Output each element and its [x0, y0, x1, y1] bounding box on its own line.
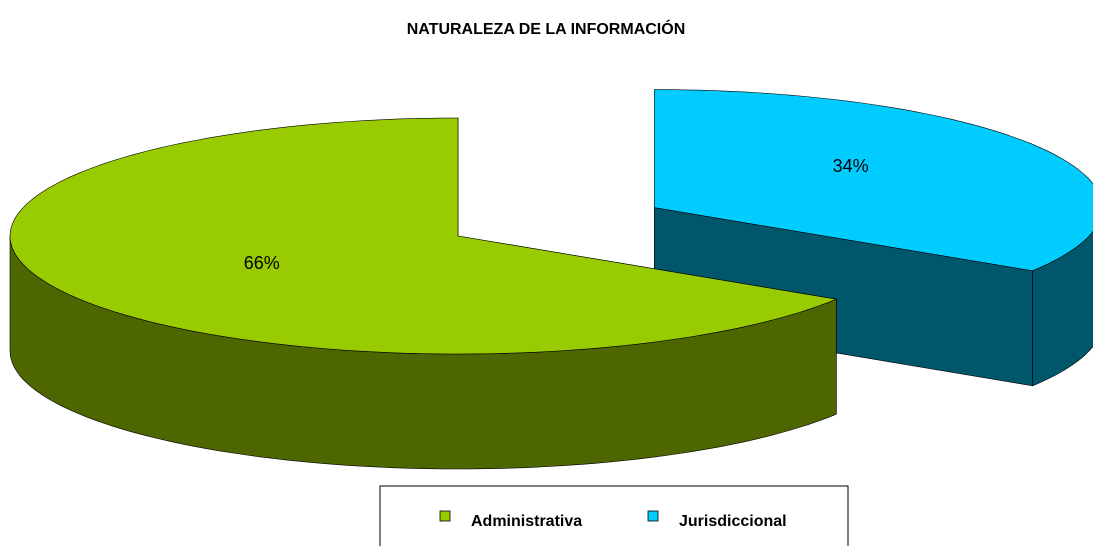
pie: 34% 66% — [9, 89, 1093, 470]
data-label: 34% — [833, 156, 869, 176]
slice: 34% — [653, 89, 1093, 387]
slice-top — [653, 89, 1093, 272]
legend-label: Jurisdiccional — [679, 513, 787, 530]
slice-side — [1032, 231, 1093, 387]
slice: 66% — [9, 117, 837, 470]
legend-swatch — [647, 510, 659, 522]
slice-top — [9, 117, 837, 355]
legend-label: Administrativa — [471, 513, 582, 530]
data-label: 66% — [244, 253, 280, 273]
legend-box — [379, 485, 849, 546]
legend-swatch — [439, 510, 451, 522]
chart-title: NATURALEZA DE LA INFORMACIÓN — [407, 19, 686, 38]
